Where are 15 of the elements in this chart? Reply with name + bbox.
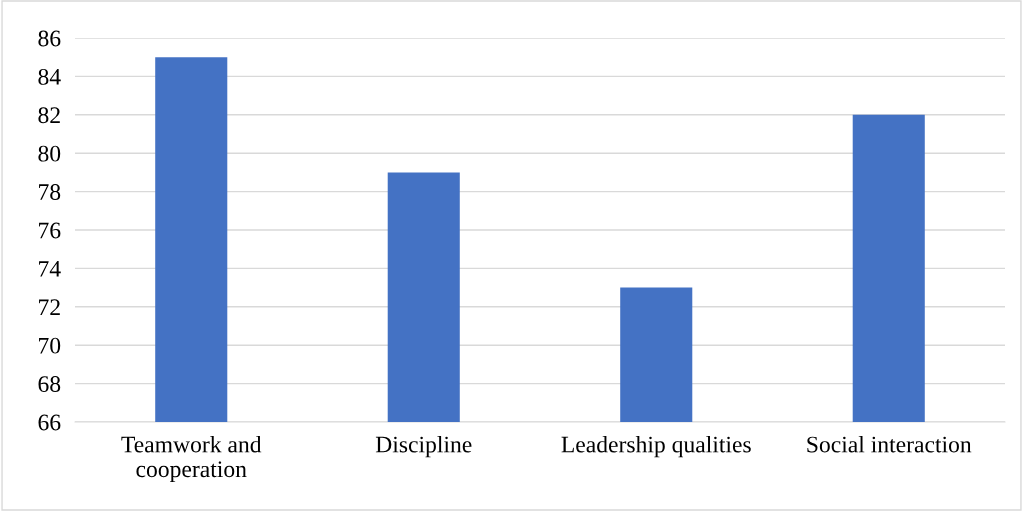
y-tick-label: 84 [38, 68, 61, 85]
y-tick-label: 70 [39, 337, 61, 354]
y-tick-label: 78 [39, 184, 61, 201]
x-tick-label: Leadership qualities [561, 435, 751, 458]
y-tick-label: 68 [38, 376, 61, 393]
x-tick-label: Teamwork and cooperation [121, 435, 262, 482]
x-tick-label: Social interaction [807, 435, 972, 453]
y-tick-label: 82 [38, 107, 60, 124]
y-tick-label: 86 [38, 30, 61, 47]
x-tick-label: Discipline [375, 435, 472, 458]
y-tick-label: 80 [38, 145, 61, 162]
y-tick-label: 76 [39, 222, 61, 239]
y-tick-label: 72 [39, 299, 60, 315]
y-tick-label: 66 [38, 414, 61, 431]
y-tick-label: 74 [39, 261, 61, 277]
